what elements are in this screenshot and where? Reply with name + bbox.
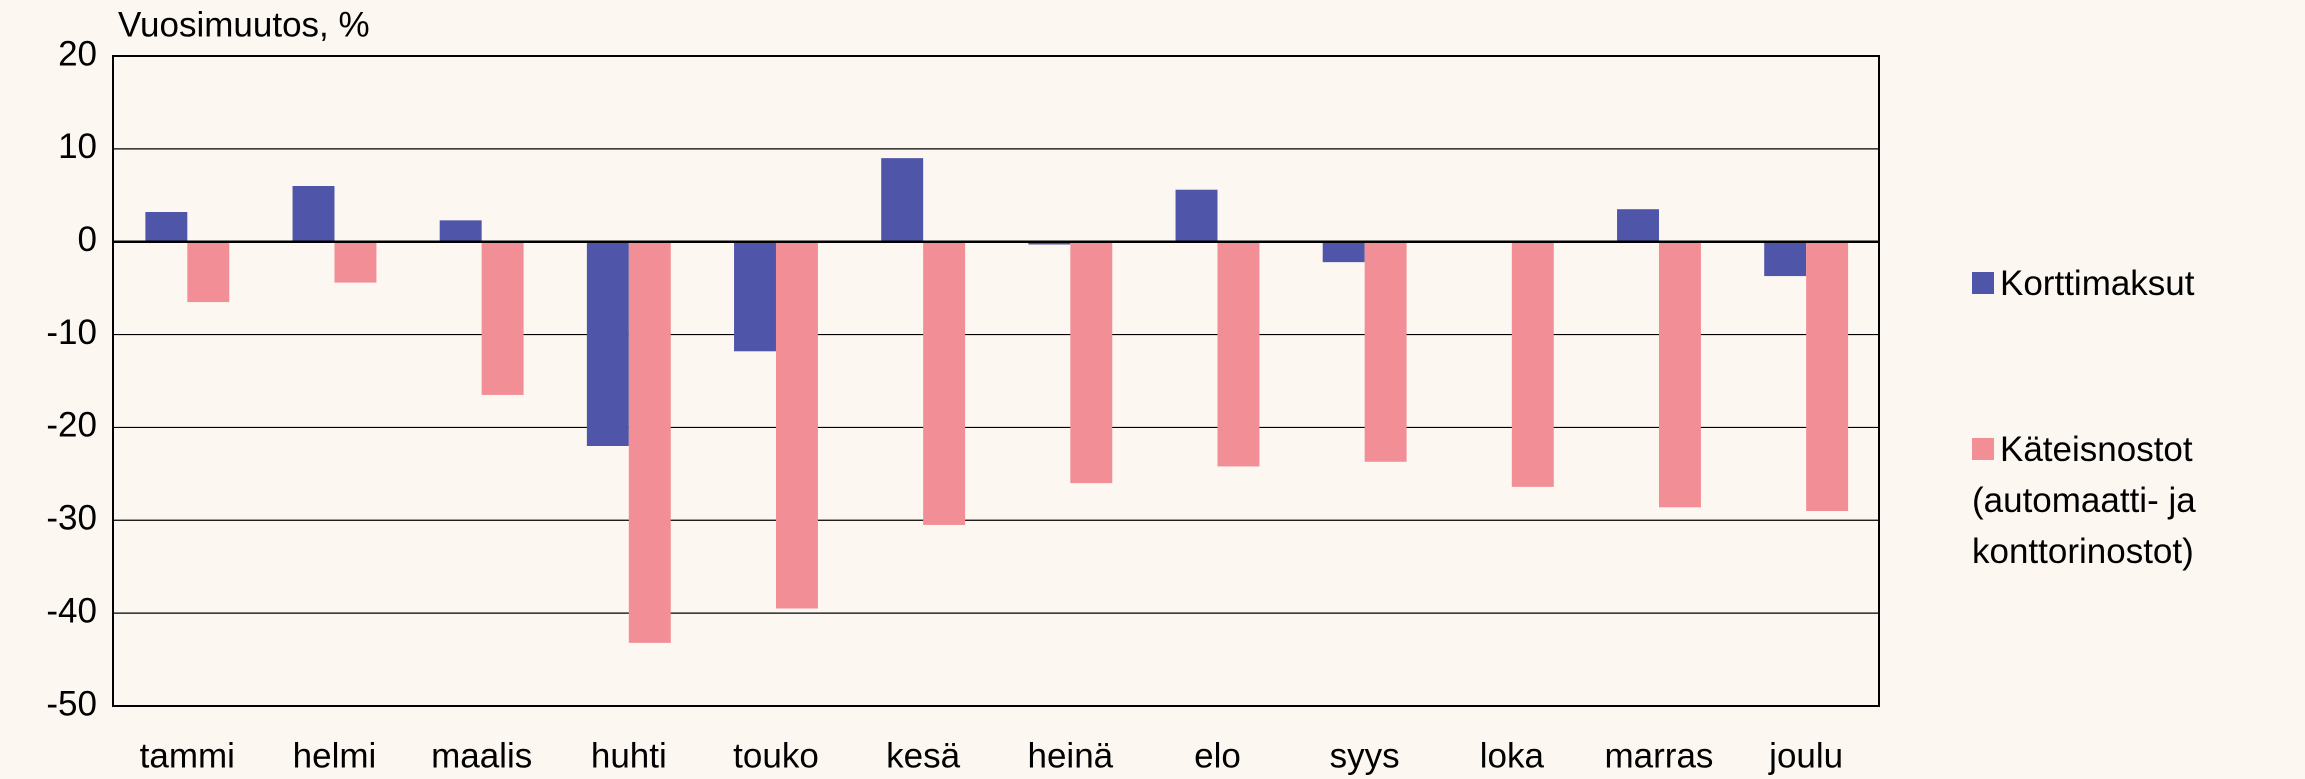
y-tick-label: 0 (78, 220, 97, 259)
bar (1511, 241, 1554, 487)
legend-swatch (1972, 437, 1994, 460)
x-tick-label: heinä (1027, 736, 1113, 775)
bar (481, 241, 524, 395)
legend-label: Korttimaksut (2000, 264, 2195, 303)
x-tick-label: joulu (1768, 736, 1843, 775)
x-tick-label: maalis (431, 736, 532, 775)
x-tick-label: helmi (293, 736, 377, 775)
x-tick-label: kesä (886, 736, 960, 775)
bar (1658, 241, 1701, 508)
y-tick-label: -20 (46, 406, 97, 445)
y-tick-label: -40 (46, 591, 97, 630)
x-tick-label: elo (1194, 736, 1241, 775)
legend-entry: Käteisnostot (automaatti- ja konttorinos… (1972, 424, 2282, 577)
x-tick-label: huhti (591, 736, 667, 775)
bar (1217, 241, 1260, 467)
bar (334, 241, 377, 283)
bar (923, 241, 966, 525)
bar (1806, 241, 1849, 511)
bar (292, 186, 335, 242)
bar (439, 220, 482, 242)
y-tick-label: -50 (46, 684, 97, 723)
bar (1764, 241, 1807, 277)
bar (1617, 209, 1659, 242)
legend-swatch (1972, 271, 1994, 294)
bar (1322, 241, 1365, 263)
bar (1028, 241, 1071, 245)
bar (1175, 189, 1218, 242)
x-tick-label: marras (1605, 736, 1714, 775)
bar (734, 241, 776, 352)
bar (881, 158, 924, 242)
x-tick-label: syys (1330, 736, 1400, 775)
y-tick-label: -30 (46, 499, 97, 538)
x-tick-label: loka (1480, 736, 1545, 775)
x-tick-label: touko (733, 736, 819, 775)
plot-frame (112, 55, 1880, 707)
bar (1070, 241, 1113, 484)
bar (145, 212, 188, 242)
y-tick-label: -10 (46, 313, 97, 352)
bar (628, 241, 671, 643)
y-tick-label: 10 (58, 127, 97, 166)
bar (187, 241, 230, 303)
legend-entry: Korttimaksut (1972, 258, 2282, 309)
y-tick-label: 20 (58, 34, 97, 73)
bar (775, 241, 818, 609)
x-tick-label: tammi (140, 736, 235, 775)
chart-title: Vuosimuutos, % (118, 5, 370, 44)
bar (586, 241, 629, 446)
legend-label: Käteisnostot (automaatti- ja konttorinos… (1972, 430, 2196, 571)
bar (1364, 241, 1407, 462)
